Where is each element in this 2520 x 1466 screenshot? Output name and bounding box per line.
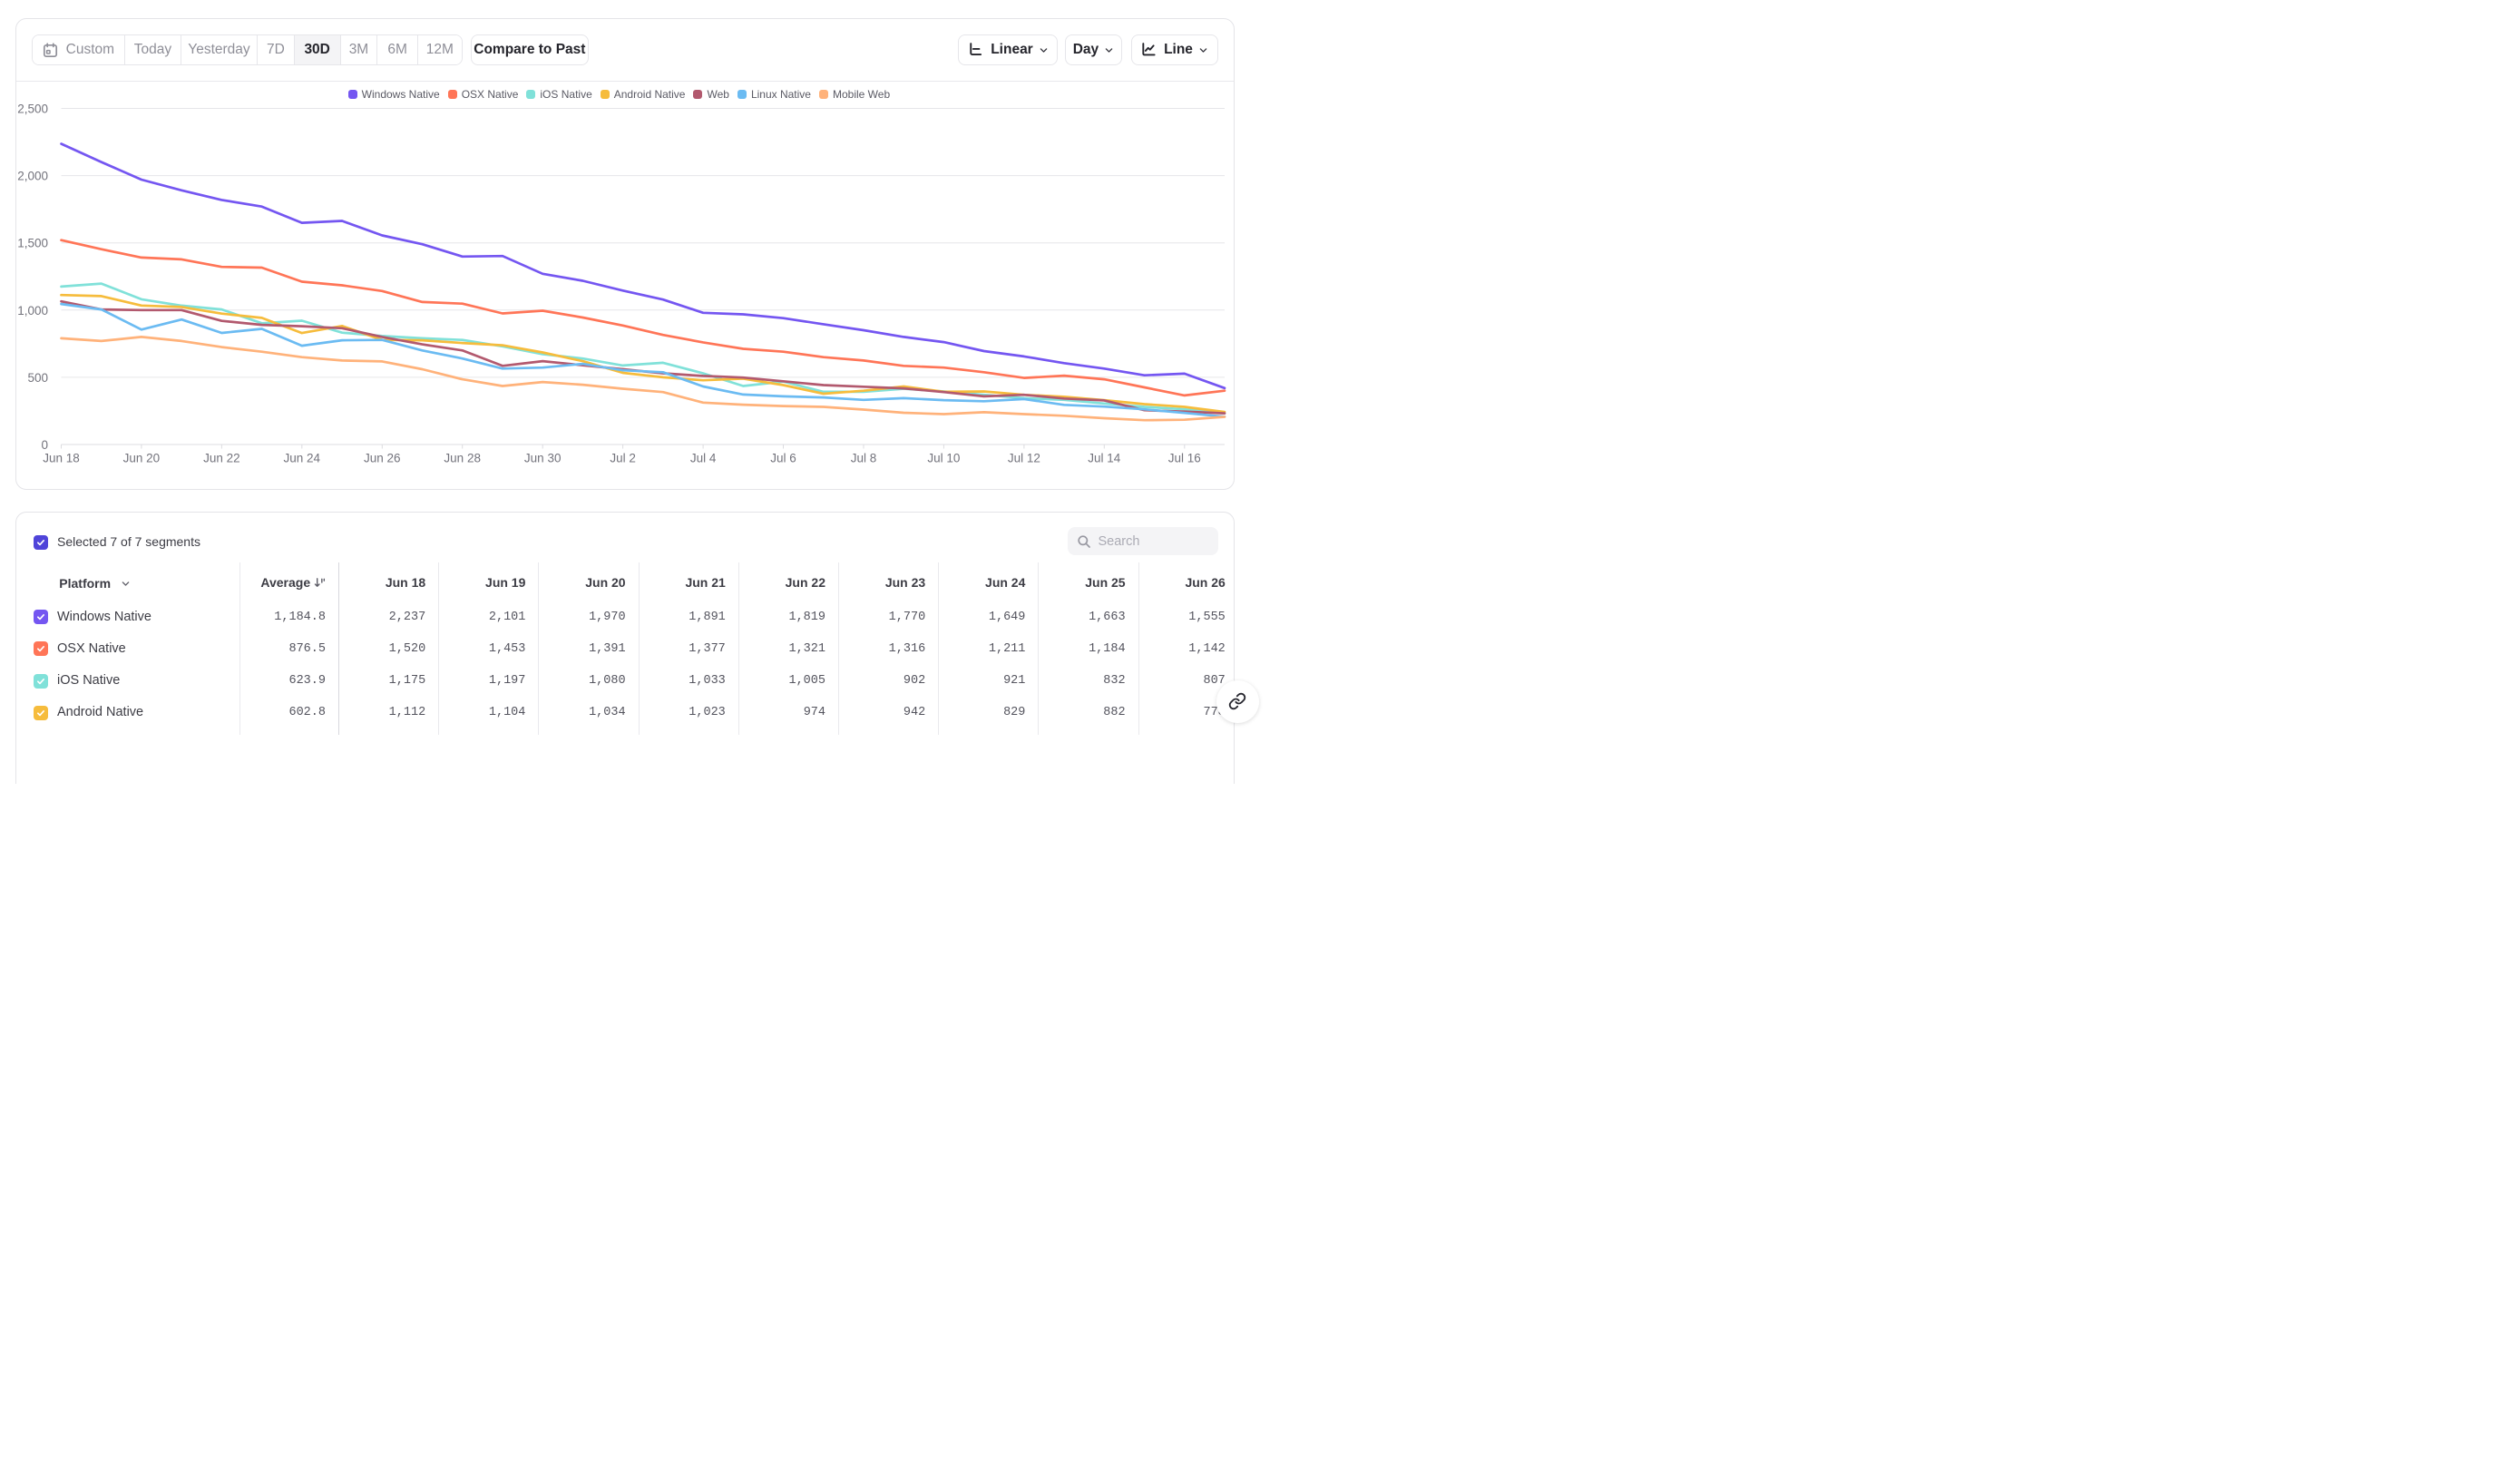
svg-text:2,000: 2,000 [17, 170, 48, 183]
svg-text:1,500: 1,500 [17, 237, 48, 250]
svg-text:Jul 14: Jul 14 [1088, 452, 1121, 465]
svg-text:1,000: 1,000 [17, 304, 48, 318]
svg-text:Jun 20: Jun 20 [123, 452, 161, 465]
svg-text:Jun 26: Jun 26 [364, 452, 401, 465]
svg-text:Jun 22: Jun 22 [203, 452, 240, 465]
svg-text:Jun 18: Jun 18 [43, 452, 80, 465]
svg-text:Jul 10: Jul 10 [927, 452, 960, 465]
svg-text:Jul 2: Jul 2 [610, 452, 636, 465]
svg-text:500: 500 [27, 371, 48, 385]
svg-text:Jul 12: Jul 12 [1008, 452, 1040, 465]
svg-text:Jul 6: Jul 6 [770, 452, 796, 465]
svg-text:Jul 8: Jul 8 [851, 452, 877, 465]
svg-text:0: 0 [41, 438, 48, 452]
svg-text:Jun 28: Jun 28 [444, 452, 481, 465]
svg-text:Jun 30: Jun 30 [524, 452, 562, 465]
svg-text:Jun 24: Jun 24 [284, 452, 321, 465]
svg-text:Jul 4: Jul 4 [690, 452, 717, 465]
svg-text:2,500: 2,500 [17, 103, 48, 116]
svg-text:Jul 16: Jul 16 [1168, 452, 1201, 465]
